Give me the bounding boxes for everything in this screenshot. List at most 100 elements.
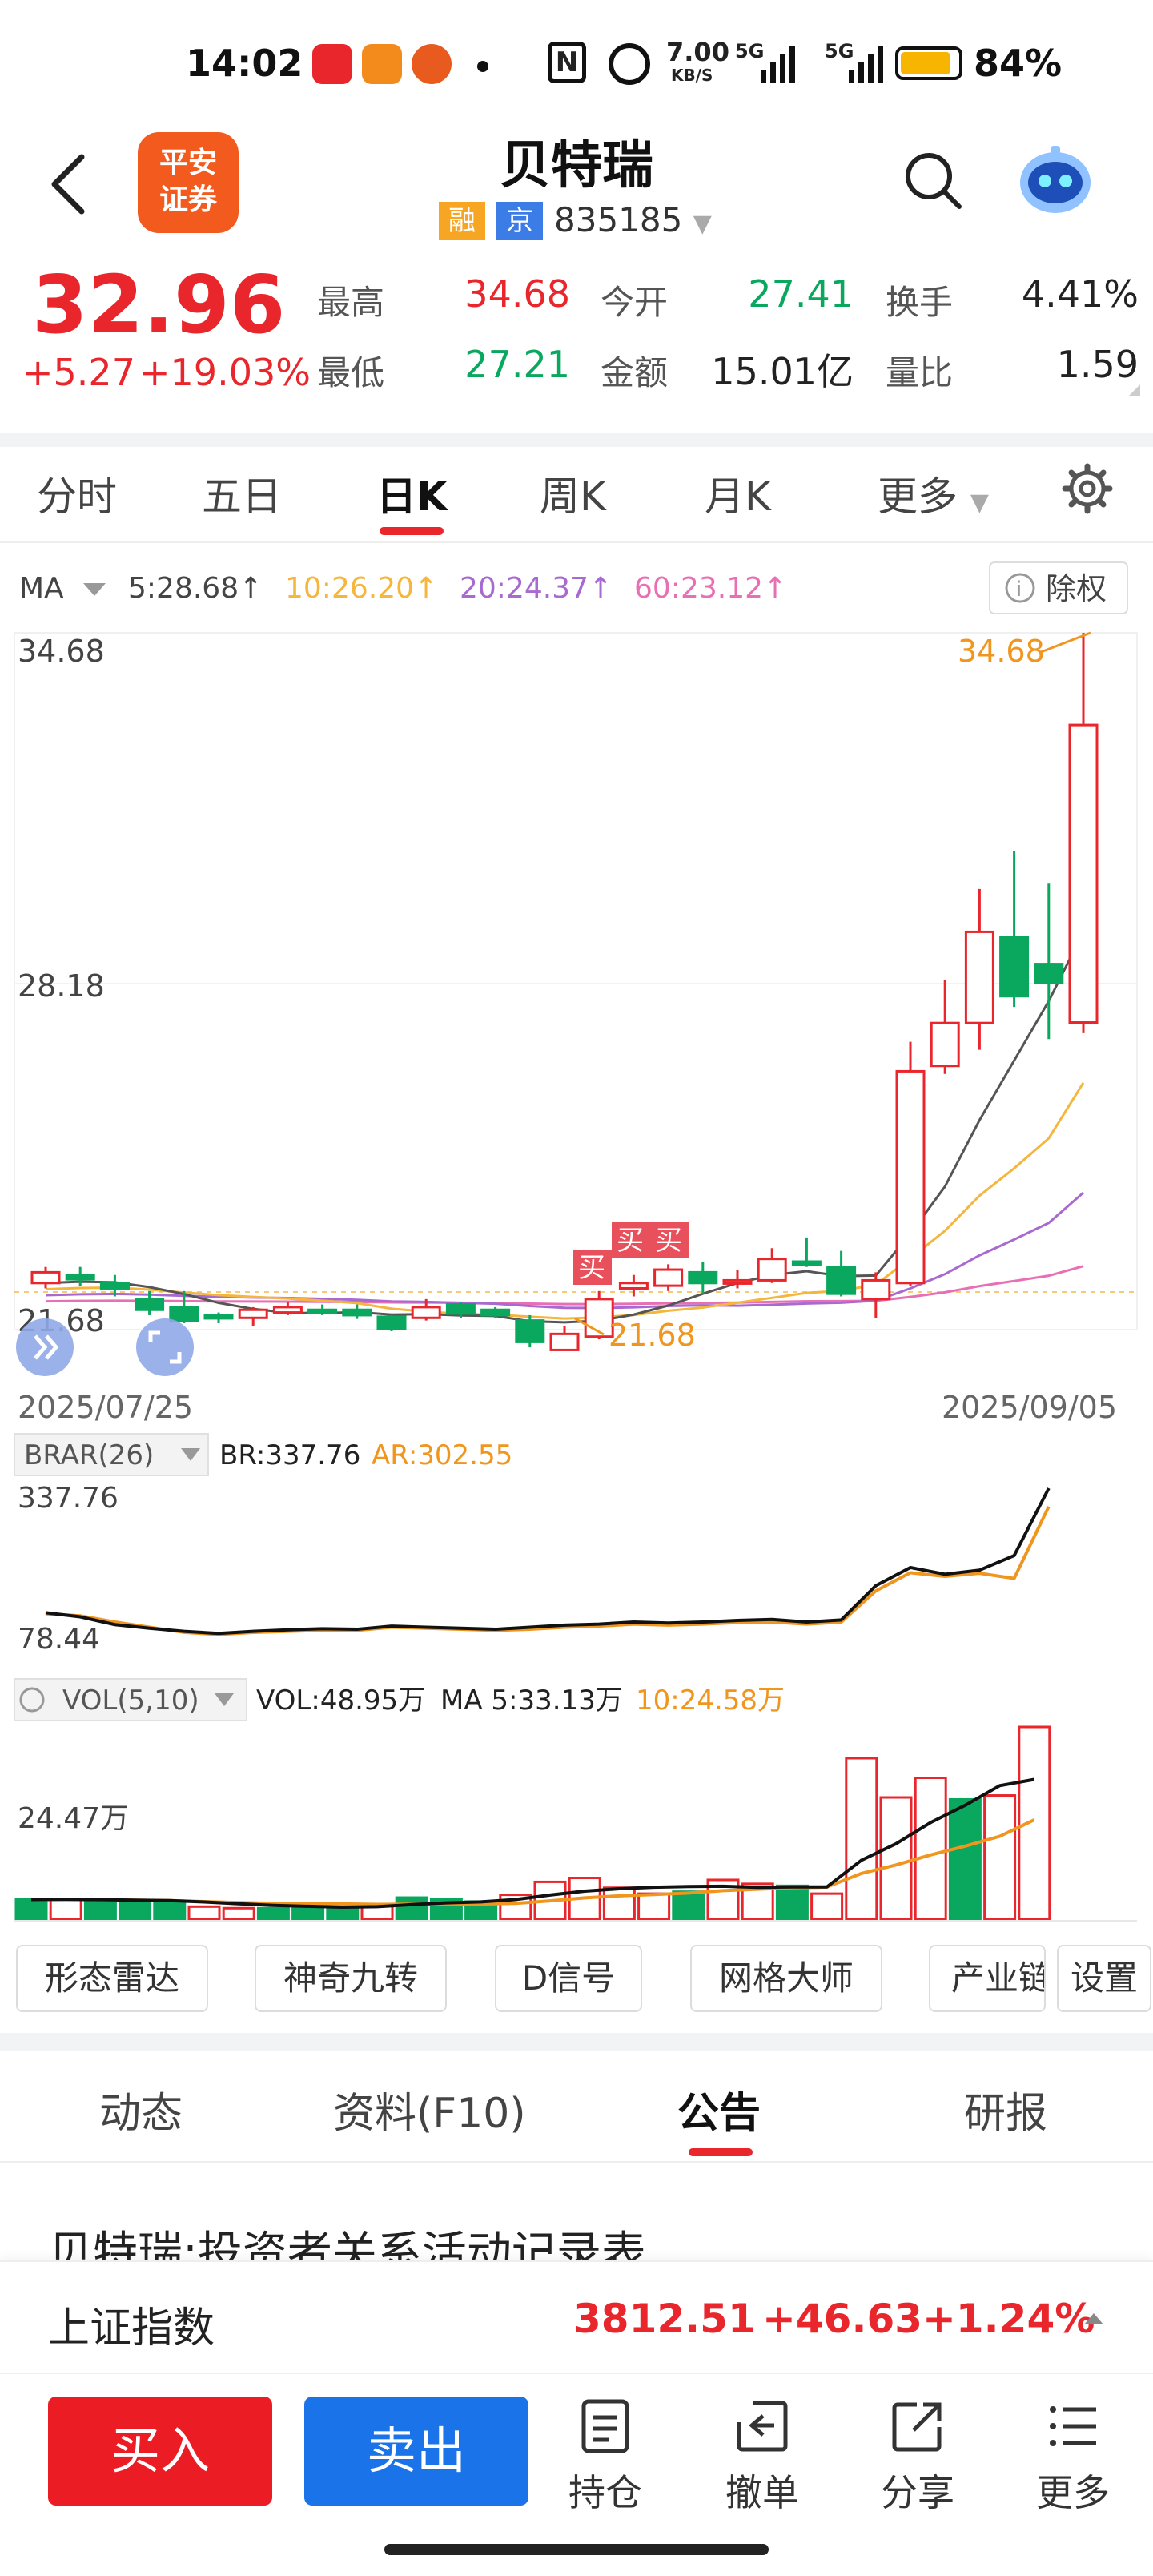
- adjust-button[interactable]: i 除权: [989, 561, 1128, 614]
- ai-assistant-icon[interactable]: [1015, 141, 1095, 218]
- buy-marker[interactable]: 买: [650, 1222, 689, 1258]
- vol-dropdown-icon: [215, 1693, 234, 1706]
- index-change: +46.63: [762, 2296, 923, 2342]
- vol-ma5-value: MA 5:33.13万: [440, 1684, 623, 1717]
- buy-marker[interactable]: 买: [573, 1250, 612, 1285]
- tab-research[interactable]: 研报: [964, 2090, 1048, 2138]
- share-label: 分享: [881, 2471, 954, 2514]
- scroll-left-button[interactable]: [16, 1318, 74, 1376]
- low-label: 最低: [317, 353, 385, 392]
- volume-bars: [14, 1725, 1051, 1921]
- sell-button[interactable]: 卖出: [304, 2397, 528, 2506]
- ma60-line: [45, 1265, 1084, 1306]
- fullscreen-button[interactable]: [136, 1318, 194, 1376]
- active-tab-indicator: [380, 527, 444, 535]
- tab-news[interactable]: 动态: [99, 2090, 183, 2138]
- candle-body: [549, 1332, 580, 1351]
- logo-line-1: 平安: [159, 147, 217, 179]
- quote-panel: 32.96 +5.27 +19.03% 最高 34.68 最低 27.21 今开…: [0, 256, 1153, 433]
- share-button[interactable]: 分享: [862, 2398, 974, 2517]
- low-value: 27.21: [464, 343, 570, 386]
- index-name: 上证指数: [48, 2304, 215, 2353]
- cancel-order-label: 撤单: [725, 2471, 799, 2514]
- tool-settings[interactable]: 设置: [1057, 1945, 1151, 2012]
- home-indicator[interactable]: [384, 2544, 769, 2555]
- volume-bar: [775, 1884, 809, 1921]
- current-price: 32.96: [32, 258, 286, 352]
- position-label: 持仓: [568, 2471, 642, 2514]
- candle-body: [411, 1306, 441, 1319]
- search-icon[interactable]: [903, 151, 962, 210]
- dot-icon: [477, 61, 488, 72]
- ar-line: [45, 1505, 1051, 1636]
- section-divider: [0, 2033, 1153, 2051]
- candle-body: [861, 1278, 891, 1301]
- tool-grid-master[interactable]: 网格大师: [690, 1945, 882, 2012]
- active-tab-indicator: [689, 2148, 753, 2156]
- tool-magic-nine[interactable]: 神奇九转: [255, 1945, 447, 2012]
- volume-ratio-label: 量比: [886, 353, 954, 392]
- stock-code[interactable]: 835185 ▼: [554, 200, 712, 239]
- volume-bar: [672, 1890, 705, 1921]
- vol-selector[interactable]: VOL(5,10): [14, 1678, 247, 1721]
- tab-intraday[interactable]: 分时: [37, 473, 117, 520]
- tab-weekly-k[interactable]: 周K: [540, 473, 606, 520]
- open-label: 今开: [601, 283, 669, 322]
- more-button[interactable]: 更多: [1017, 2398, 1129, 2517]
- status-time: 14:02: [186, 42, 303, 85]
- signal-5g-label-2: 5G: [825, 40, 854, 62]
- app-orange-icon: [362, 44, 402, 84]
- expand-corner-icon[interactable]: [1129, 384, 1140, 396]
- chevron-down-icon: ▼: [970, 489, 989, 517]
- candle-body: [964, 930, 994, 1024]
- tab-f10[interactable]: 资料(F10): [333, 2090, 526, 2138]
- candle-body: [895, 1069, 926, 1285]
- index-ticker[interactable]: 上证指数 3812.51 +46.63 +1.24%: [0, 2260, 1153, 2373]
- candle-body: [688, 1270, 718, 1285]
- battery-icon: [895, 46, 962, 80]
- ma-dropdown-icon[interactable]: [83, 583, 106, 596]
- amount-label: 金额: [601, 353, 669, 392]
- tab-announcements[interactable]: 公告: [677, 2090, 761, 2138]
- candle-body: [169, 1306, 199, 1322]
- y-axis-mid: 28.18: [18, 968, 105, 1004]
- signal-bars-icon: [761, 46, 796, 83]
- volume-bar: [153, 1901, 187, 1921]
- cancel-order-button[interactable]: 撤单: [706, 2398, 818, 2517]
- buy-marker[interactable]: 买: [612, 1222, 650, 1258]
- alarm-icon: [609, 43, 650, 85]
- battery-percent: 84%: [974, 42, 1063, 85]
- chevron-up-icon[interactable]: [1084, 2313, 1103, 2324]
- volume-bar: [256, 1906, 290, 1921]
- tool-pattern-radar[interactable]: 形态雷达: [16, 1945, 208, 2012]
- bottom-action-bar: 买入 卖出 持仓 撤单 分享 更多: [0, 2373, 1153, 2576]
- kline-chart[interactable]: MA 5:28.68↑ 10:26.20↑ 20:24.37↑ 60:23.12…: [0, 543, 1153, 1937]
- more-icon: [1045, 2406, 1101, 2457]
- gear-icon[interactable]: [1062, 463, 1113, 514]
- nfc-icon: N: [548, 42, 586, 83]
- volume-bar: [14, 1898, 48, 1921]
- tab-five-day[interactable]: 五日: [202, 473, 282, 520]
- tab-monthly-k[interactable]: 月K: [705, 473, 771, 520]
- buy-button[interactable]: 买入: [48, 2397, 272, 2506]
- volume-bar: [187, 1905, 221, 1921]
- app-header: 平安 证券 贝特瑞 融 京 835185 ▼: [0, 120, 1153, 256]
- candle-body: [480, 1308, 511, 1317]
- announcement-item[interactable]: 贝特瑞:投资者关系活动记录表: [48, 2216, 1137, 2261]
- max-marker-line: [1040, 631, 1091, 654]
- back-icon[interactable]: [48, 152, 88, 216]
- tab-daily-k[interactable]: 日K: [376, 473, 448, 520]
- candle-body: [930, 1021, 960, 1068]
- volume-bar: [810, 1892, 844, 1921]
- tab-more[interactable]: 更多 ▼: [878, 465, 989, 522]
- candle-body: [722, 1278, 753, 1285]
- position-icon: [577, 2399, 633, 2457]
- tool-d-signal[interactable]: D信号: [495, 1945, 642, 2012]
- tool-industry-chain[interactable]: 产业链: [929, 1945, 1046, 2012]
- position-button[interactable]: 持仓: [549, 2398, 661, 2517]
- broker-logo[interactable]: 平安 证券: [138, 132, 239, 233]
- logo-line-2: 证券: [159, 183, 217, 216]
- brar-selector[interactable]: BRAR(26): [14, 1433, 209, 1476]
- ma-label[interactable]: MA: [19, 572, 64, 605]
- volume-ratio-value: 1.59: [1056, 343, 1139, 386]
